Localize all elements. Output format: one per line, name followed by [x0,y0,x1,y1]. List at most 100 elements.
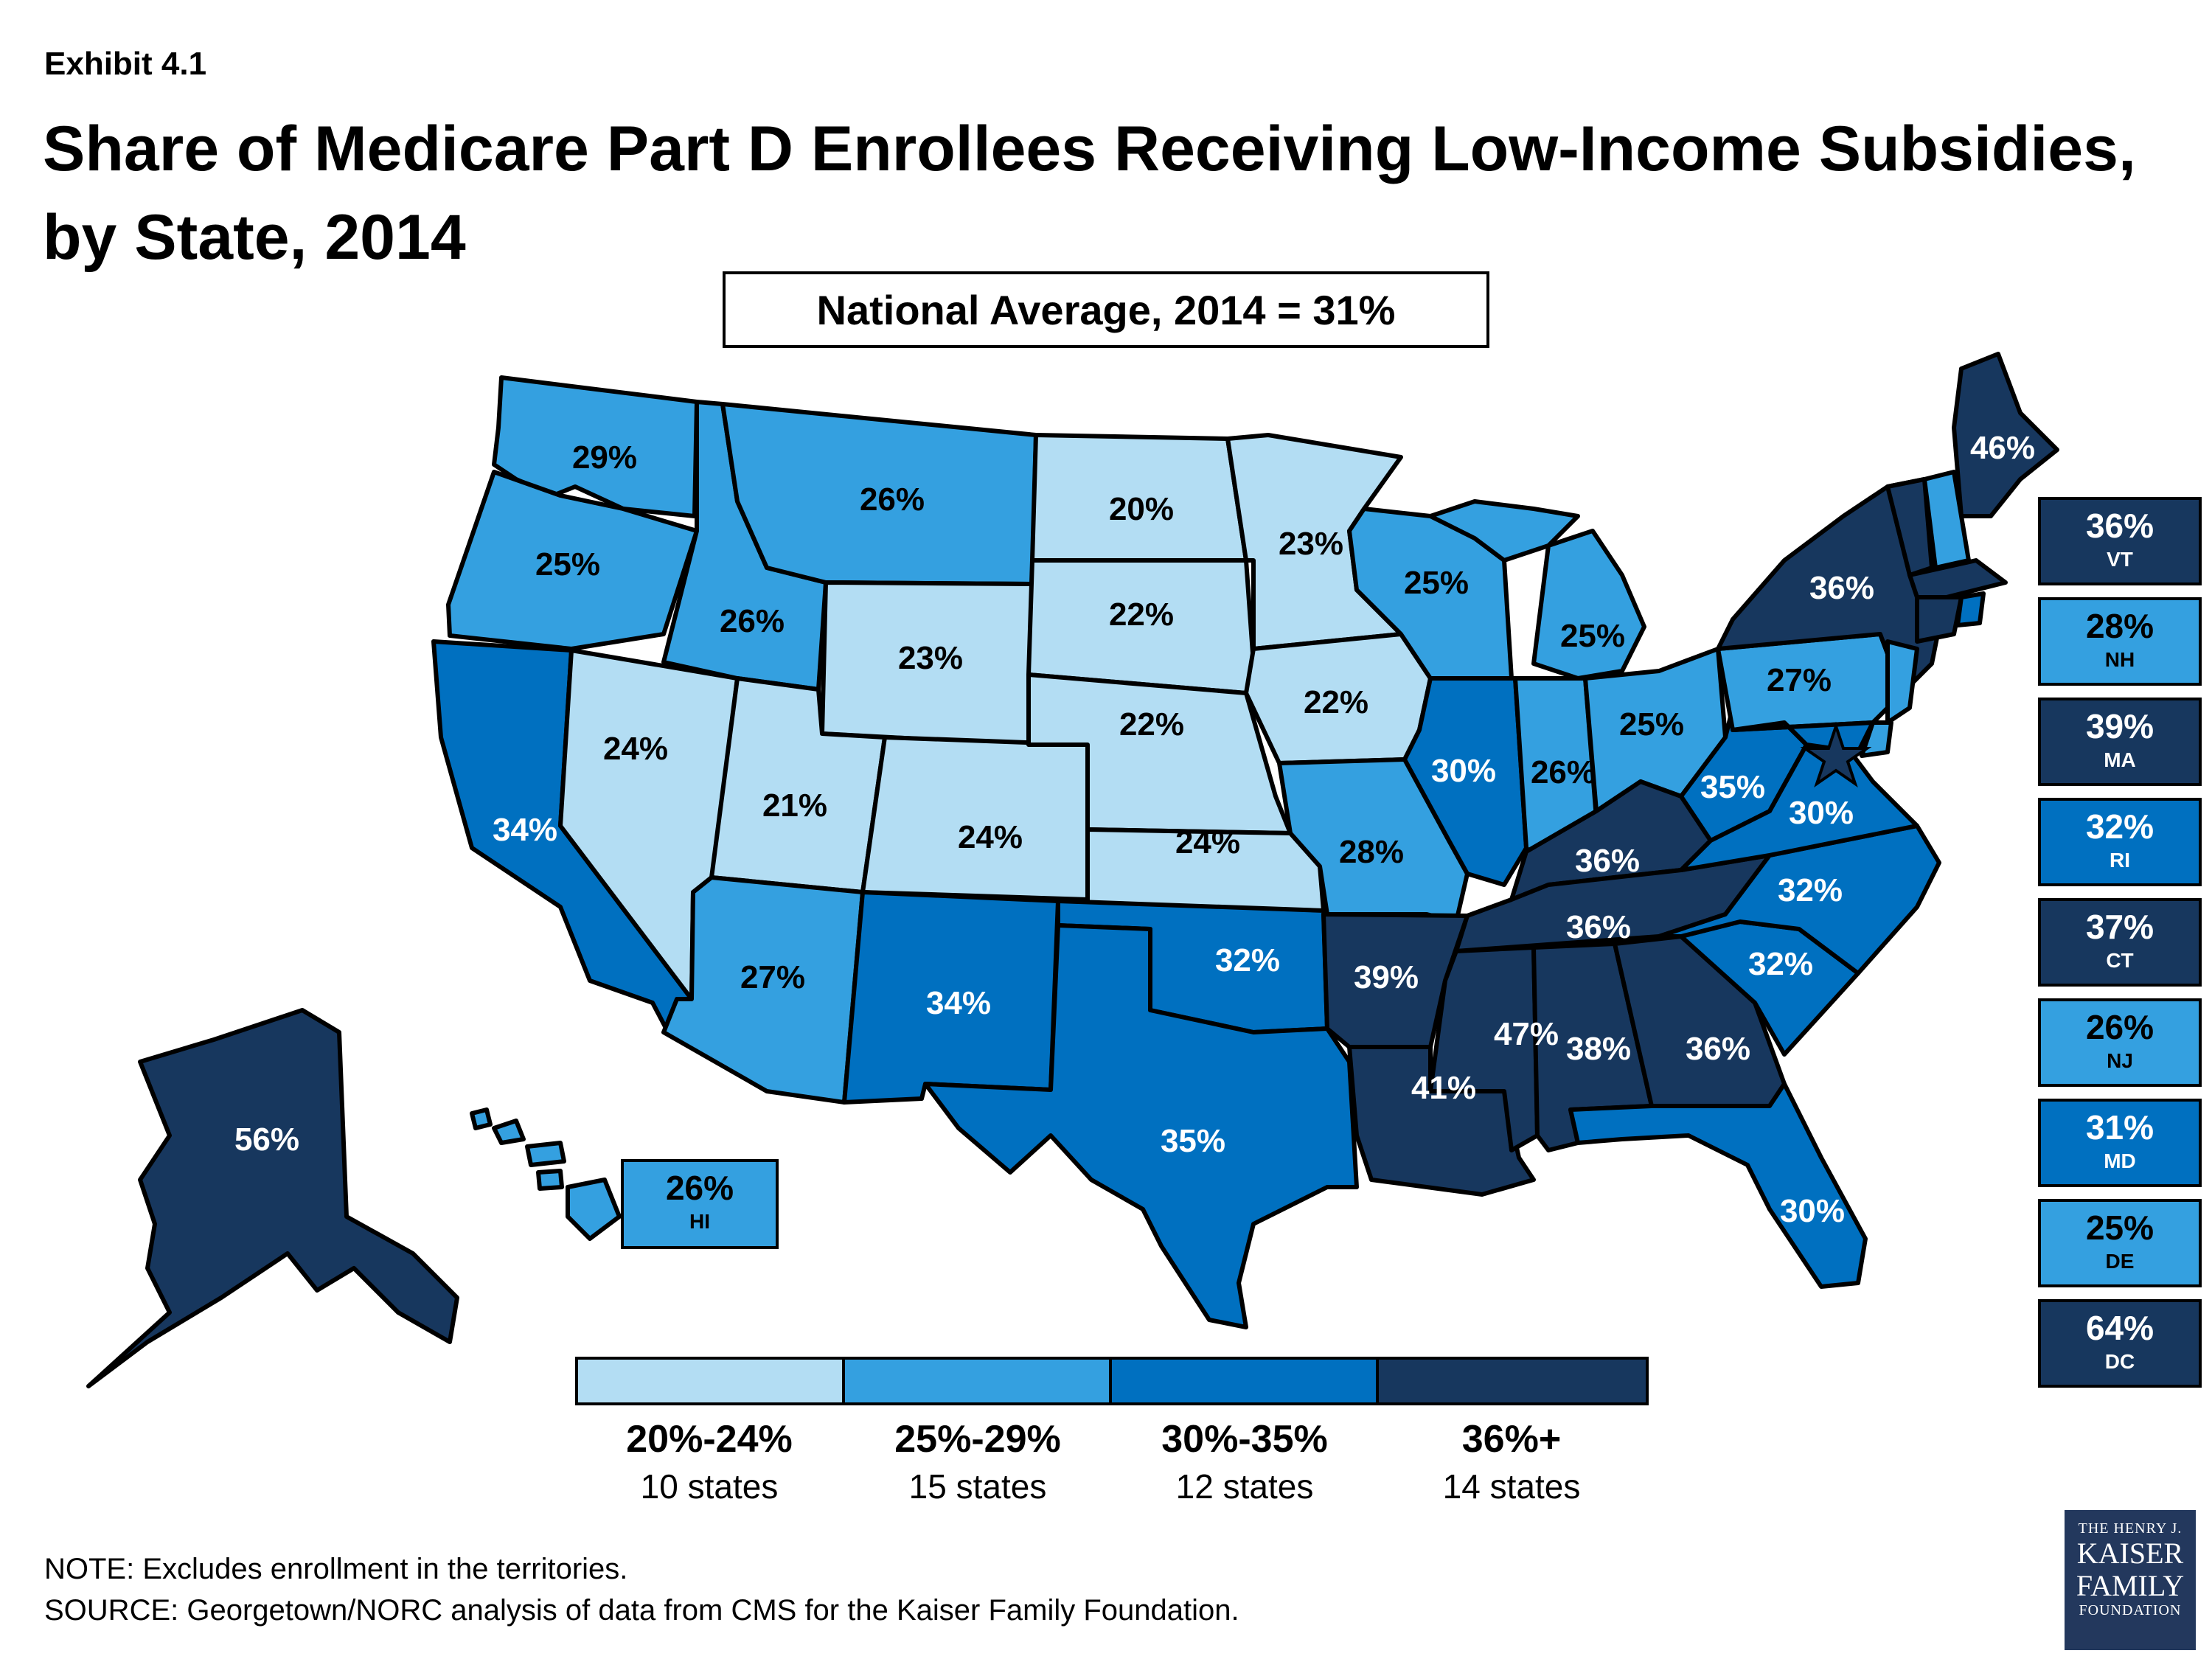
label-PA: 27% [1767,662,1832,698]
side-box-pct: 31% [2085,1108,2154,1147]
label-AR: 39% [1354,959,1419,995]
state-NJ[interactable] [1885,639,1919,725]
label-WY: 23% [898,640,963,676]
side-box-pct: 36% [2085,507,2154,545]
note-text: NOTE: Excludes enrollment in the territo… [44,1553,628,1585]
state-HI-4[interactable] [536,1169,564,1191]
state-HI-2[interactable] [492,1119,526,1145]
label-CA: 34% [493,812,557,848]
legend-count: 15 states [908,1467,1047,1506]
legend-count: 14 states [1442,1467,1581,1506]
legend-swatch-2 [842,1357,1112,1405]
side-box-dc[interactable]: 64% DC [2038,1299,2202,1388]
legend-count: 12 states [1175,1467,1314,1506]
side-box-abbr: NJ [2107,1049,2133,1072]
side-box-de[interactable]: 25% DE [2038,1199,2202,1287]
side-box-ma[interactable]: 39% MA [2038,698,2202,786]
label-MI: 25% [1560,618,1625,654]
label-IN: 26% [1531,754,1596,790]
state-ME[interactable] [1952,352,2059,518]
logo-line-2: KAISER [2076,1537,2184,1570]
label-MS: 47% [1494,1016,1559,1052]
side-box-vt[interactable]: 36% VT [2038,497,2202,585]
label-GA: 36% [1686,1031,1750,1067]
state-CO[interactable] [860,735,1090,902]
side-box-abbr: CT [2106,949,2134,972]
dc-star[interactable] [1800,721,1872,788]
side-box-pct: 64% [2085,1309,2154,1347]
side-box-pct: 37% [2085,908,2154,946]
state-CT[interactable] [1915,595,1964,644]
side-box-pct: 25% [2085,1208,2154,1247]
legend-count: 10 states [640,1467,779,1506]
source-text: SOURCE: Georgetown/NORC analysis of data… [44,1594,1239,1627]
chart-title: Share of Medicare Part D Enrollees Recei… [43,105,2181,282]
state-NC[interactable] [1657,824,1941,975]
state-HI-5[interactable] [566,1178,622,1241]
state-MA[interactable] [1907,558,2008,599]
state-VT[interactable] [1885,477,1934,577]
label-OR: 25% [535,546,600,582]
side-box-nh[interactable]: 28% NH [2038,597,2202,686]
side-box-pct: 26% [2085,1008,2154,1046]
label-CO: 24% [958,819,1023,855]
hawaii-abbr: HI [689,1210,710,1233]
logo-line-3: FAMILY [2076,1569,2185,1602]
legend-range: 20%-24% [626,1418,793,1461]
logo-line-4: FOUNDATION [2079,1602,2182,1618]
label-VA: 30% [1789,795,1854,831]
state-HI-1[interactable] [470,1107,493,1130]
state-FL[interactable] [1568,1082,1868,1289]
side-box-ri[interactable]: 32% RI [2038,798,2202,886]
label-KS: 24% [1175,824,1240,860]
label-MO: 28% [1339,834,1404,870]
legend-swatch-4 [1376,1357,1649,1405]
label-IA: 22% [1304,684,1368,720]
label-AL: 38% [1566,1031,1631,1067]
state-TX[interactable] [923,923,1359,1329]
legend-swatch-1 [575,1357,845,1405]
state-AK[interactable] [86,1008,459,1388]
label-LA: 41% [1411,1070,1476,1106]
side-box-nj[interactable]: 26% NJ [2038,998,2202,1087]
state-MI[interactable] [1531,529,1646,681]
legend-item-4: 36%+ 14 states [1377,1416,1646,1510]
state-MI-UP[interactable] [1428,499,1580,563]
legend-item-2: 25%-29% 15 states [844,1416,1112,1510]
title-line-1: Share of Medicare Part D Enrollees Recei… [43,114,2136,184]
legend-item-1: 20%-24% 10 states [575,1416,844,1510]
label-NY: 36% [1809,570,1874,606]
side-box-abbr: DE [2105,1250,2135,1273]
national-average-box: National Average, 2014 = 31% [723,271,1489,348]
title-line-2: by State, 2014 [43,202,466,273]
exhibit-label: Exhibit 4.1 [44,46,207,82]
state-RI[interactable] [1955,591,1986,627]
state-LA[interactable] [1347,1045,1536,1197]
label-OH: 25% [1619,706,1684,742]
side-box-pct: 28% [2085,607,2154,645]
kff-logo: THE HENRY J. KAISER FAMILY FOUNDATION [2065,1510,2196,1650]
hawaii-pct: 26% [665,1169,734,1207]
label-TX: 35% [1161,1123,1225,1159]
state-OR[interactable] [446,470,699,651]
label-KY: 36% [1575,843,1640,879]
logo-line-1: THE HENRY J. [2078,1520,2183,1537]
legend-range: 30%-35% [1161,1418,1328,1461]
side-box-md[interactable]: 31% MD [2038,1099,2202,1187]
label-WI: 25% [1404,565,1469,601]
label-NE: 22% [1119,706,1184,742]
label-NC: 32% [1778,872,1843,908]
state-HI-3[interactable] [525,1141,566,1167]
legend-range: 25%-29% [894,1418,1061,1461]
footer-notes: NOTE: Excludes enrollment in the territo… [44,1548,1239,1631]
side-box-abbr: DC [2104,1350,2135,1373]
side-box-abbr: VT [2107,548,2133,571]
label-NM: 34% [926,985,991,1021]
side-box-ct[interactable]: 37% CT [2038,898,2202,987]
label-UT: 21% [762,787,827,824]
label-MT: 26% [860,481,925,518]
hawaii-box[interactable]: 26% HI [621,1159,779,1249]
label-IL: 30% [1431,753,1496,789]
label-ME: 46% [1970,430,2035,466]
label-OK: 32% [1215,942,1280,978]
